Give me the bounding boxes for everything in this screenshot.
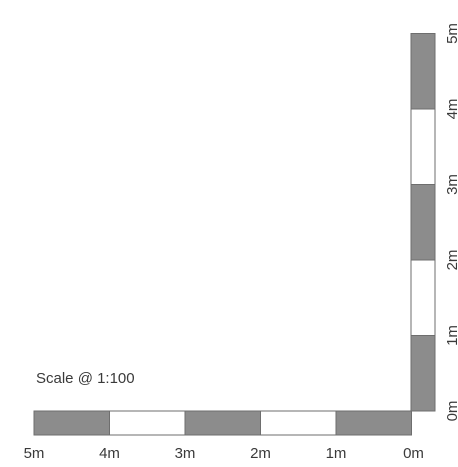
vertical-tick-label: 1m — [444, 325, 458, 346]
horizontal-tick-labels: 5m 4m 3m 2m 1m 0m — [24, 445, 424, 462]
vertical-tick-labels: 0m 1m 2m 3m 4m 5m — [444, 23, 458, 421]
vertical-scale-bar — [410, 33, 436, 412]
horizontal-segment-5 — [335, 410, 412, 436]
horizontal-segment-2 — [109, 410, 186, 436]
horizontal-segment-3 — [184, 410, 261, 436]
vertical-segment-5 — [410, 33, 436, 110]
horizontal-tick-label: 2m — [250, 445, 271, 462]
vertical-tick-label: 5m — [444, 23, 458, 44]
horizontal-tick-label: 1m — [326, 445, 347, 462]
horizontal-segment-4 — [260, 410, 337, 436]
vertical-tick-label: 0m — [444, 401, 458, 422]
horizontal-segment-1 — [33, 410, 110, 436]
scale-title: Scale @ 1:100 — [36, 370, 135, 387]
horizontal-scale-bar — [33, 410, 412, 436]
vertical-tick-label: 4m — [444, 99, 458, 120]
horizontal-tick-label: 4m — [99, 445, 120, 462]
vertical-tick-label: 3m — [444, 174, 458, 195]
horizontal-tick-label: 3m — [175, 445, 196, 462]
horizontal-tick-label: 0m — [403, 445, 424, 462]
vertical-segment-3 — [410, 184, 436, 261]
vertical-segment-4 — [410, 108, 436, 185]
vertical-tick-label: 2m — [444, 250, 458, 271]
horizontal-tick-label: 5m — [24, 445, 45, 462]
vertical-segment-1 — [410, 335, 436, 412]
vertical-segment-2 — [410, 259, 436, 336]
